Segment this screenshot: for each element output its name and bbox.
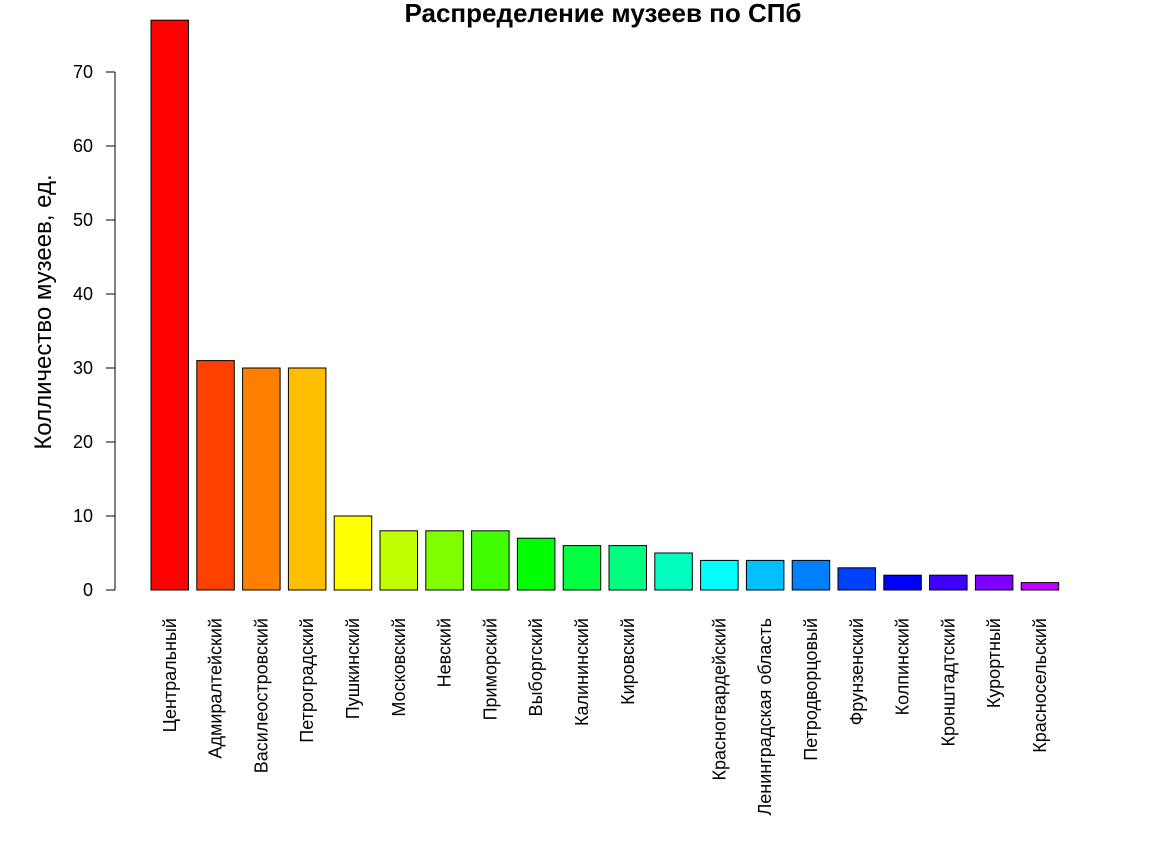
category-label: Петроградский xyxy=(297,618,317,743)
bars-group xyxy=(150,19,1060,591)
category-label: Красногвардейский xyxy=(709,618,729,781)
bar xyxy=(974,574,1014,591)
y-tick-label: 60 xyxy=(73,136,93,156)
bar xyxy=(333,515,373,591)
y-tick-label: 50 xyxy=(73,210,93,230)
bar xyxy=(150,19,189,591)
bar xyxy=(608,545,647,591)
bar xyxy=(745,559,785,591)
chart-title: Распределение музеев по СПб xyxy=(405,0,802,28)
category-label: Выборгский xyxy=(526,618,546,716)
category-label: Петродворцовый xyxy=(801,618,821,761)
category-label: Кронштадтский xyxy=(938,618,958,746)
category-label: Курортный xyxy=(984,618,1004,708)
y-tick-label: 30 xyxy=(73,358,93,378)
bar xyxy=(287,367,327,591)
bar xyxy=(379,530,418,591)
category-label: Колпинский xyxy=(893,618,913,715)
category-label: Адмиралтейский xyxy=(206,618,226,759)
category-label: Кировский xyxy=(618,618,638,705)
y-tick-label: 0 xyxy=(83,580,93,600)
category-label: Центральный xyxy=(160,618,180,732)
category-label: Невский xyxy=(435,618,455,687)
category-label: Красносельский xyxy=(1030,618,1050,753)
category-labels: Центральный Адмиралтейский Василеостровски… xyxy=(160,618,1050,816)
bar xyxy=(425,530,464,591)
bar xyxy=(837,567,876,591)
bar xyxy=(791,559,831,591)
y-axis: 0 10 20 30 40 50 60 70 xyxy=(73,62,116,600)
bar xyxy=(562,545,602,591)
bar xyxy=(654,552,693,591)
category-label: Василеостровский xyxy=(251,618,271,773)
bar xyxy=(883,574,922,591)
bar xyxy=(700,559,739,591)
category-label: Приморский xyxy=(480,618,500,720)
y-tick-label: 70 xyxy=(73,62,93,82)
bar xyxy=(196,360,235,591)
bar xyxy=(929,574,968,591)
y-tick-label: 20 xyxy=(73,432,93,452)
category-label: Фрунзенский xyxy=(847,618,867,725)
bar xyxy=(516,537,556,591)
bar xyxy=(471,530,510,591)
y-tick-label: 10 xyxy=(73,506,93,526)
category-label: Калининский xyxy=(572,618,592,726)
bar xyxy=(1020,582,1060,591)
y-axis-label: Колличество музеев, ед. xyxy=(30,174,57,449)
bar xyxy=(242,367,281,591)
y-tick-label: 40 xyxy=(73,284,93,304)
category-label: Ленинградская область xyxy=(755,618,775,816)
category-label: Пушкинский xyxy=(343,618,363,719)
category-label: Московский xyxy=(389,618,409,717)
